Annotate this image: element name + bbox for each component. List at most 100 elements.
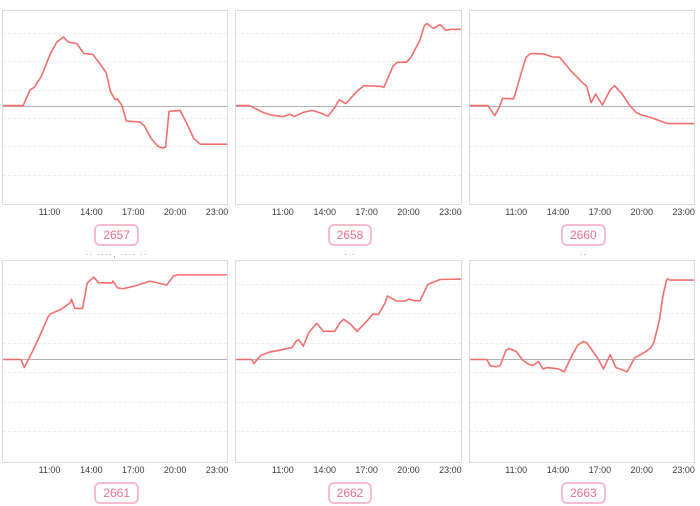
badge-row: 2657 bbox=[0, 220, 233, 248]
grid-line bbox=[469, 283, 694, 285]
charts-row-top: 11:00 14:00 17:00 20:00 23:00 2657 ·· ··… bbox=[0, 0, 700, 248]
series-line bbox=[236, 24, 460, 117]
zero-baseline bbox=[3, 359, 228, 361]
chart-id-badge[interactable]: 2663 bbox=[560, 482, 606, 504]
grid-line bbox=[3, 342, 228, 344]
badge-row: 2660 bbox=[467, 220, 700, 248]
x-tick-label: 11:00 bbox=[505, 207, 528, 217]
grid-line bbox=[236, 313, 461, 315]
grid-line bbox=[236, 32, 461, 34]
x-tick-label: 23:00 bbox=[672, 465, 695, 475]
series-line-svg bbox=[236, 11, 460, 204]
chart-mini-title: ·· ····· ···· ·· bbox=[467, 0, 700, 10]
x-tick-label: 11:00 bbox=[38, 465, 61, 475]
chart-mini-title: ·· ····, ···· ·· bbox=[85, 249, 148, 259]
x-tick-label: 23:00 bbox=[672, 207, 695, 217]
grid-line bbox=[3, 372, 228, 374]
chart-id-badge[interactable]: 2657 bbox=[94, 224, 140, 246]
series-line-svg bbox=[470, 11, 694, 204]
x-tick-label: 20:00 bbox=[163, 207, 187, 217]
grid-line bbox=[469, 431, 694, 433]
grid-line bbox=[3, 61, 228, 63]
grid-line bbox=[236, 342, 461, 344]
series-line bbox=[3, 37, 227, 148]
grid-line bbox=[236, 174, 461, 176]
chart-cell-2657: 11:00 14:00 17:00 20:00 23:00 2657 bbox=[0, 0, 233, 248]
chart-id-badge[interactable]: 2661 bbox=[94, 482, 140, 504]
x-axis-labels: 11:00 14:00 17:00 20:00 23:00 bbox=[469, 463, 695, 478]
grid-line bbox=[469, 313, 694, 315]
series-line-svg bbox=[236, 261, 460, 462]
zero-baseline bbox=[3, 105, 228, 107]
series-line bbox=[236, 279, 460, 363]
series-line-svg bbox=[3, 261, 227, 462]
grid-line bbox=[236, 401, 461, 403]
x-tick-label: 20:00 bbox=[397, 207, 420, 217]
x-tick-label: 17:00 bbox=[122, 207, 145, 217]
x-tick-label: 17:00 bbox=[588, 465, 612, 475]
x-tick-label: 11:00 bbox=[38, 207, 61, 217]
grid-line bbox=[236, 117, 461, 119]
chart-cell-2658: ·· ····· ···· ·· 11:00 14:00 17:00 20:00… bbox=[233, 0, 466, 248]
x-axis-labels: 11:00 14:00 17:00 20:00 23:00 bbox=[2, 205, 229, 220]
x-tick-label: 11:00 bbox=[271, 207, 294, 217]
grid-line bbox=[236, 89, 461, 91]
series-line bbox=[470, 279, 694, 372]
x-tick-label: 17:00 bbox=[355, 207, 378, 217]
grid-line bbox=[469, 32, 694, 34]
chart-id-badge[interactable]: 2658 bbox=[327, 224, 373, 246]
chart-mini-title bbox=[0, 0, 233, 10]
series-line bbox=[470, 53, 694, 123]
chart-cell-2662: · · 11:00 14:00 17:00 20:00 23:00 2662 bbox=[233, 248, 466, 506]
grid-line bbox=[3, 89, 228, 91]
plot-area bbox=[235, 10, 462, 205]
series-line-svg bbox=[3, 11, 227, 204]
chart-mini-title: ·· bbox=[579, 249, 588, 259]
x-axis-labels: 11:00 14:00 17:00 20:00 23:00 bbox=[469, 205, 695, 220]
x-tick-label: 20:00 bbox=[630, 207, 654, 217]
plot-area bbox=[468, 260, 695, 463]
zero-baseline bbox=[469, 105, 694, 107]
x-tick-label: 14:00 bbox=[80, 207, 103, 217]
series-line bbox=[3, 275, 227, 368]
x-tick-label: 17:00 bbox=[355, 465, 378, 475]
x-tick-label: 14:00 bbox=[80, 465, 103, 475]
x-tick-label: 23:00 bbox=[205, 207, 229, 217]
chart-cell-2660: ·· ····· ···· ·· 11:00 14:00 17:00 20:00… bbox=[467, 0, 700, 248]
badge-row: 2662 bbox=[233, 478, 466, 506]
chart-cell-2661: ·· ····, ···· ·· 11:00 14:00 17:00 20:00… bbox=[0, 248, 233, 506]
grid-line bbox=[469, 342, 694, 344]
chart-cell-2663: ·· 11:00 14:00 17:00 20:00 23:00 2663 bbox=[467, 248, 700, 506]
chart-id-badge[interactable]: 2662 bbox=[327, 482, 373, 504]
zero-baseline bbox=[236, 105, 461, 107]
grid-line bbox=[236, 431, 461, 433]
grid-line bbox=[469, 372, 694, 374]
chart-mini-title: · · bbox=[344, 249, 356, 259]
x-axis-labels: 11:00 14:00 17:00 20:00 23:00 bbox=[2, 463, 229, 478]
grid-line bbox=[3, 174, 228, 176]
grid-line bbox=[3, 313, 228, 315]
grid-line bbox=[469, 174, 694, 176]
x-tick-label: 11:00 bbox=[271, 465, 294, 475]
x-tick-label: 14:00 bbox=[313, 207, 336, 217]
chart-id-badge[interactable]: 2660 bbox=[560, 224, 606, 246]
grid-line bbox=[3, 401, 228, 403]
zero-baseline bbox=[236, 359, 461, 361]
grid-line bbox=[236, 372, 461, 374]
grid-line bbox=[469, 146, 694, 148]
x-tick-label: 14:00 bbox=[546, 207, 570, 217]
plot-area bbox=[2, 260, 229, 463]
x-tick-label: 14:00 bbox=[546, 465, 570, 475]
series-line-svg bbox=[470, 261, 694, 462]
badge-row: 2658 bbox=[233, 220, 466, 248]
badge-row: 2661 bbox=[0, 478, 233, 506]
grid-line bbox=[3, 431, 228, 433]
x-tick-label: 23:00 bbox=[439, 465, 462, 475]
grid-line bbox=[3, 146, 228, 148]
grid-line bbox=[3, 117, 228, 119]
grid-line bbox=[236, 61, 461, 63]
x-tick-label: 17:00 bbox=[588, 207, 612, 217]
plot-area bbox=[235, 260, 462, 463]
